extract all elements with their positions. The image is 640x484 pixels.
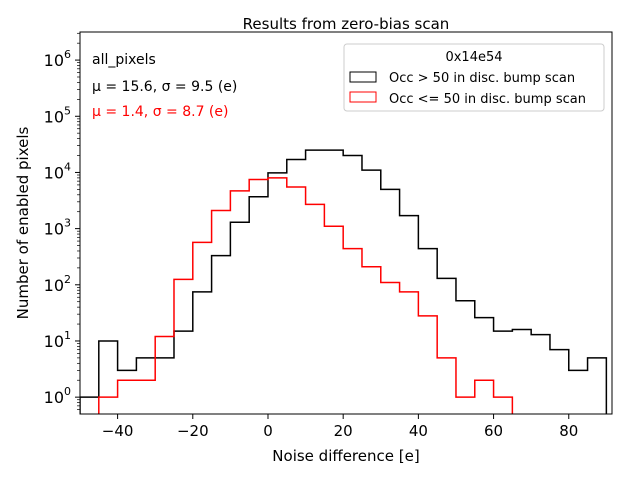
histogram-series-0 [80, 149, 608, 414]
axes-frame [79, 31, 613, 415]
legend-swatch-black [349, 71, 377, 83]
y-tick-label: 106 [44, 48, 71, 70]
legend-title: 0x14e54 [445, 50, 502, 65]
legend: 0x14e54 Occ > 50 in disc. bump scan Occ … [343, 43, 605, 112]
legend-swatch-red [349, 91, 377, 103]
histogram-series-1 [98, 177, 514, 414]
x-tick-label: −20 [177, 422, 209, 440]
y-tick-label: 103 [44, 217, 71, 239]
annotation-label: all_pixels [92, 52, 156, 68]
y-tick-label: 101 [44, 329, 71, 351]
x-axis-label: Noise difference [e] [272, 447, 419, 465]
annotation-red-stats: μ = 1.4, σ = 8.7 (e) [92, 104, 228, 120]
y-tick-label: 104 [44, 160, 71, 182]
legend-frame [343, 43, 605, 112]
y-tick-label: 105 [44, 104, 71, 126]
legend-entry-black: Occ > 50 in disc. bump scan [389, 71, 575, 86]
x-tick-label: −40 [102, 422, 134, 440]
y-tick-label: 100 [44, 385, 71, 407]
x-tick-label: 60 [484, 422, 503, 440]
x-tick-label: 80 [559, 422, 578, 440]
x-tick-label: 0 [263, 422, 273, 440]
plot-area: −40 −20 0 20 40 60 80 100 101 102 103 104 105 106 [44, 31, 613, 440]
y-axis-label: Number of enabled pixels [14, 126, 32, 319]
x-tick-label: 20 [334, 422, 353, 440]
annotation-black-stats: μ = 15.6, σ = 9.5 (e) [92, 79, 237, 95]
y-tick-label: 102 [44, 273, 71, 295]
x-tick-label: 40 [409, 422, 428, 440]
chart-title: Results from zero-bias scan [243, 15, 450, 33]
legend-entry-red: Occ <= 50 in disc. bump scan [389, 92, 586, 107]
